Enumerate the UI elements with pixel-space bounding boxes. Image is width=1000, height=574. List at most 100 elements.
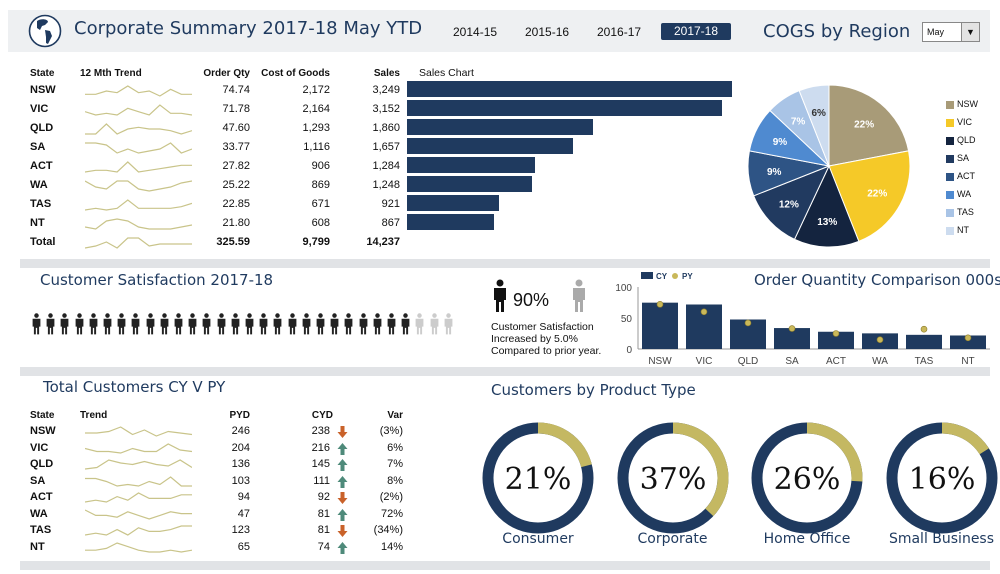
- legend-swatch: [946, 155, 954, 163]
- py-marker: [744, 319, 752, 327]
- pie-label: 12%: [779, 200, 799, 211]
- chevron-down-icon[interactable]: ▼: [961, 23, 979, 41]
- products-title: Customers by Product Type: [491, 381, 696, 399]
- state-label: SA: [30, 141, 46, 153]
- sales-value: 921: [381, 198, 400, 210]
- sales-chart-label: Sales Chart: [419, 67, 474, 79]
- x-tick-label: QLD: [738, 356, 759, 367]
- sales-bar: [407, 176, 532, 192]
- divider: [20, 259, 990, 268]
- state-label: NSW: [30, 84, 56, 96]
- legend-label: NT: [957, 225, 969, 235]
- month-select[interactable]: May ▼: [922, 22, 980, 42]
- donut-label: Small Business: [888, 531, 995, 547]
- cyd-value: 81: [317, 524, 330, 536]
- pie-slice-sa: [753, 165, 830, 240]
- cyd-value: 111: [313, 474, 330, 487]
- legend-swatch: [946, 227, 954, 235]
- py-marker: [788, 325, 796, 332]
- order-qty-value: 25.22: [222, 179, 250, 191]
- tab-2017-18[interactable]: 2017-18: [661, 23, 731, 40]
- person-icon: [444, 313, 453, 335]
- cyd-value: 145: [311, 458, 330, 470]
- sales-value: 1,860: [372, 122, 400, 134]
- satisfaction-text-3: Compared to prior year.: [491, 345, 602, 357]
- x-tick-label: NT: [961, 356, 974, 367]
- var-value: 72%: [380, 507, 403, 520]
- legend-swatch: [946, 173, 954, 181]
- cogs-value: 671: [311, 198, 330, 210]
- person-icon: [131, 313, 140, 335]
- donut-pct: 16%: [908, 462, 975, 497]
- trend-sparkline: [85, 541, 192, 553]
- pie-label: 22%: [854, 120, 874, 131]
- pie-slice-vic: [828, 150, 911, 242]
- trend-sparkline: [85, 104, 192, 116]
- cyd-value: 238: [311, 425, 330, 437]
- trend-sparkline: [85, 199, 192, 211]
- pie-label: 9%: [773, 137, 788, 148]
- col-cyd: CYD: [311, 410, 333, 421]
- y-tick-label: 100: [615, 283, 632, 294]
- cyd-value: 216: [311, 441, 330, 454]
- order-qty-value: 33.77: [222, 141, 250, 153]
- person-icon: [415, 313, 424, 335]
- person-icon: [373, 313, 382, 335]
- cogs-value: 9,799: [302, 236, 330, 248]
- person-icon: [401, 313, 410, 335]
- order-qty-value: 27.82: [222, 160, 250, 172]
- x-tick-label: NSW: [648, 356, 672, 367]
- cy-bar: [950, 335, 986, 349]
- sales-bar: [407, 81, 732, 97]
- tab-2016-17[interactable]: 2016-17: [597, 25, 642, 39]
- cogs-value: 1,293: [302, 122, 330, 134]
- legend-py-swatch: [672, 273, 678, 279]
- x-tick-label: WA: [872, 356, 888, 367]
- legend-label: NSW: [957, 99, 978, 109]
- pyd-value: 94: [237, 491, 250, 503]
- tab-2015-16[interactable]: 2015-16: [525, 25, 570, 39]
- sales-bar: [407, 195, 500, 211]
- order-qty-value: 74.74: [222, 84, 250, 96]
- sales-bar: [407, 138, 573, 154]
- sales-value: 1,657: [372, 141, 400, 153]
- arrow-up-icon: [337, 541, 348, 554]
- donut-segment: [617, 422, 728, 534]
- header-bar: [8, 10, 990, 52]
- col-pyd: PYD: [229, 410, 250, 421]
- state-label: TAS: [30, 198, 52, 210]
- person-icon: [273, 313, 282, 335]
- month-value: May: [927, 27, 945, 37]
- sales-bar: [407, 119, 594, 135]
- cyd-value: 74: [317, 540, 330, 553]
- tab-2014-15[interactable]: 2014-15: [453, 25, 498, 39]
- page-title: Corporate Summary 2017-18 May YTD: [74, 18, 423, 39]
- trend-sparkline: [85, 525, 192, 536]
- col-var: Var: [387, 410, 403, 421]
- pyd-value: 136: [231, 458, 250, 470]
- divider: [20, 367, 990, 376]
- person-icon: [316, 313, 325, 335]
- sales-value: 3,152: [372, 103, 400, 115]
- person-icon: [494, 279, 506, 312]
- pie-label: 6%: [811, 108, 826, 119]
- legend-label: SA: [957, 153, 970, 163]
- person-icon: [387, 313, 396, 335]
- state-label: WA: [30, 179, 48, 191]
- pyd-value: 123: [231, 524, 250, 536]
- donut-pct: 37%: [639, 462, 706, 497]
- person-icon: [160, 313, 169, 335]
- col-trend: 12 Mth Trend: [80, 68, 142, 79]
- trend-sparkline: [85, 180, 192, 192]
- var-value: 6%: [387, 441, 403, 454]
- arrow-down-icon: [337, 525, 348, 537]
- col-state: State: [30, 68, 55, 79]
- person-icon: [231, 313, 240, 335]
- trend-sparkline: [85, 218, 192, 230]
- state-label: NT: [30, 540, 45, 553]
- donut-segment: [482, 422, 594, 534]
- arrow-down-icon: [337, 492, 348, 504]
- donut-segment: [751, 422, 863, 534]
- legend-swatch: [946, 137, 954, 145]
- pyd-value: 246: [231, 425, 250, 437]
